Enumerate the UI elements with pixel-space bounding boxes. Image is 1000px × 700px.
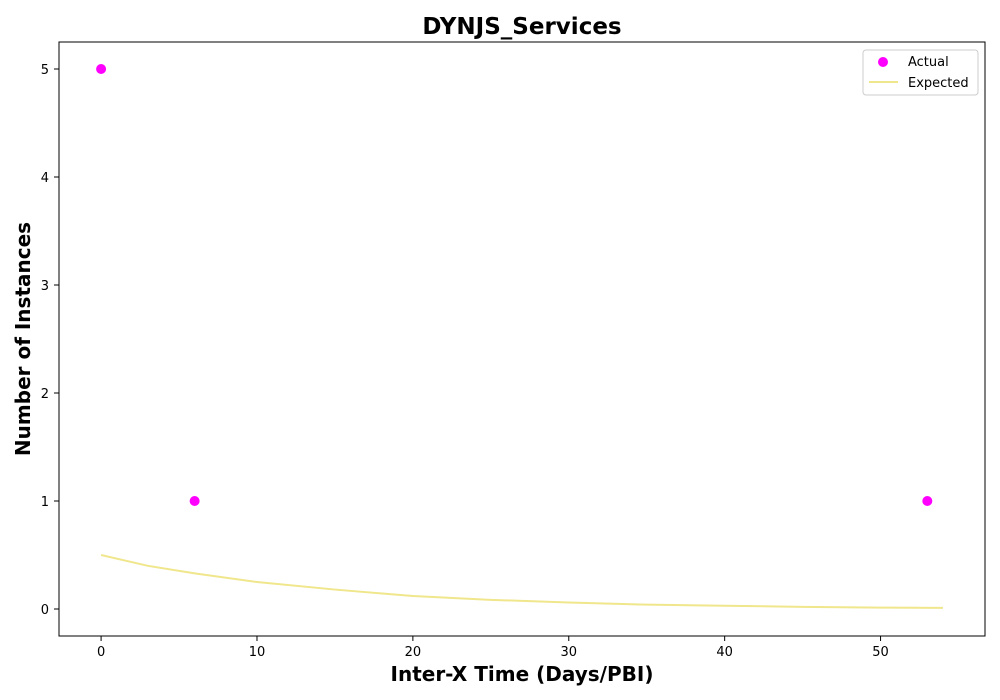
legend-expected-label: Expected	[908, 76, 969, 91]
y-tick-label: 0	[41, 603, 49, 618]
chart-title: DYNJS_Services	[422, 14, 621, 40]
actual-point	[96, 64, 107, 74]
y-axis: 0 1 2 3 4 5	[41, 63, 59, 618]
y-tick-label: 1	[41, 495, 49, 510]
y-axis-label: Number of Instances	[11, 222, 35, 456]
y-tick-label: 2	[41, 387, 49, 402]
plot-frame	[58, 41, 986, 637]
legend-actual-label: Actual	[908, 55, 949, 70]
actual-point	[922, 496, 933, 506]
x-tick-label: 50	[872, 645, 889, 660]
expected-line	[100, 554, 943, 609]
y-tick-label: 3	[41, 279, 49, 294]
actual-point	[189, 496, 200, 506]
x-tick-label: 30	[560, 645, 577, 660]
x-tick-label: 20	[405, 645, 422, 660]
x-tick-label: 0	[97, 645, 105, 660]
x-axis-label: Inter-X Time (Days/PBI)	[391, 662, 654, 686]
x-axis: 0 10 20 30 40 50	[97, 636, 889, 660]
y-tick-label: 4	[41, 171, 49, 186]
legend: Actual Expected	[862, 49, 979, 96]
legend-box	[862, 49, 979, 96]
x-tick-label: 40	[716, 645, 733, 660]
legend-actual-marker	[878, 57, 888, 67]
plot-area	[96, 64, 943, 609]
x-tick-label: 10	[249, 645, 266, 660]
y-tick-label: 5	[41, 63, 49, 78]
